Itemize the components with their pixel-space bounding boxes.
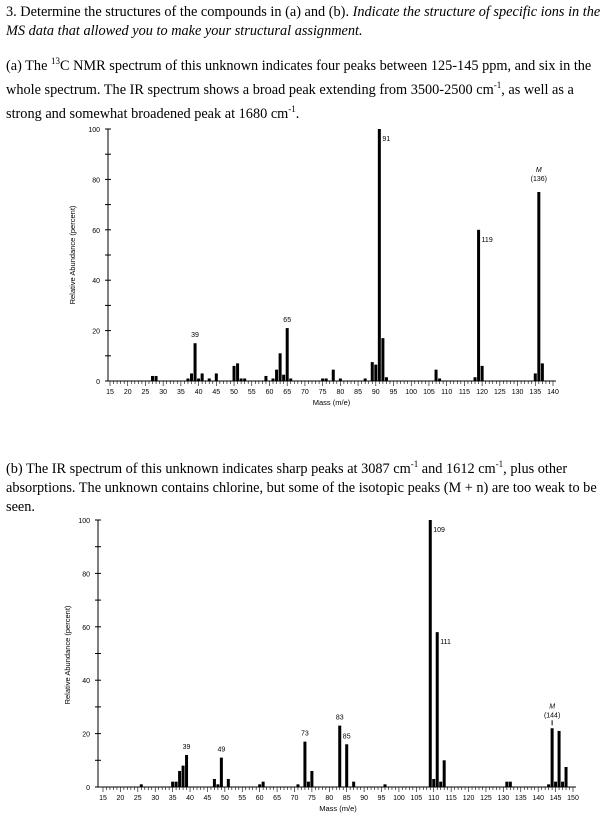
- y-tick-label: 20: [92, 329, 100, 336]
- peak-label: 91: [382, 136, 390, 143]
- question-heading: 3. Determine the structures of the compo…: [6, 3, 606, 41]
- peak-bar-37: [186, 378, 190, 381]
- peak-bar-61: [271, 378, 275, 381]
- part-a-text: (a) The 13C NMR spectrum of this unknown…: [6, 56, 592, 122]
- peak-bar-63: [278, 353, 282, 381]
- peak-bar-75: [321, 378, 325, 381]
- peak-bar-28: [154, 375, 158, 381]
- x-tick-label: 75: [319, 389, 327, 396]
- x-tick-label: 40: [195, 389, 203, 396]
- peak-label: 65: [283, 317, 291, 324]
- x-tick-label: 50: [230, 389, 238, 396]
- x-tick-label: 85: [354, 389, 362, 396]
- x-tick-label: 130: [512, 389, 524, 396]
- peak-bar-39: [193, 343, 197, 381]
- peak-bar-89: [370, 362, 374, 381]
- peak-bar-87: [363, 378, 367, 381]
- x-axis-label: Mass (m/e): [313, 398, 351, 407]
- x-tick-label: 140: [547, 389, 559, 396]
- x-tick-label: 45: [212, 389, 220, 396]
- peak-bar-65: [285, 328, 289, 381]
- peak-bar-59: [264, 375, 268, 381]
- peak-bar-27: [151, 375, 155, 381]
- x-tick-label: 135: [529, 389, 541, 396]
- y-tick-label: 0: [96, 379, 100, 386]
- x-tick-label: 55: [248, 389, 256, 396]
- peak-bar-41: [200, 373, 204, 381]
- peak-bar-78: [331, 369, 335, 381]
- x-tick-label: 65: [283, 389, 291, 396]
- molecular-ion-mass: (136): [531, 176, 547, 183]
- peak-bar-50: [232, 365, 236, 381]
- x-tick-label: 35: [177, 389, 185, 396]
- peak-bar-92: [381, 338, 385, 381]
- y-axis-label: Relative Abundance (percent): [68, 205, 77, 304]
- molecular-ion-label: M: [536, 167, 542, 174]
- part-b-text: (b) The IR spectrum of this unknown indi…: [6, 459, 597, 515]
- x-tick-label: 120: [476, 389, 488, 396]
- peak-bar-80: [338, 378, 342, 381]
- peak-bar-38: [190, 373, 194, 381]
- question-text: 3. Determine the structures of the compo…: [6, 4, 353, 20]
- x-tick-label: 125: [494, 389, 506, 396]
- peak-bar-93: [384, 377, 388, 381]
- peak-bar-40: [197, 378, 201, 381]
- peak-bar-91: [377, 129, 381, 381]
- peak-bar-137: [540, 363, 544, 381]
- peak-bar-120: [480, 365, 484, 381]
- peak-bar-62: [275, 369, 279, 381]
- peak-bar-76: [324, 378, 328, 381]
- question-instruction: Indicate the structure of specific ions …: [6, 4, 601, 39]
- x-tick-label: 105: [423, 389, 435, 396]
- x-tick-label: 30: [159, 389, 167, 396]
- y-tick-label: 40: [92, 278, 100, 285]
- peak-bar-108: [438, 378, 442, 381]
- x-tick-label: 95: [390, 389, 398, 396]
- x-tick-label: 70: [301, 389, 309, 396]
- peak-bar-119: [477, 229, 481, 381]
- y-tick-label: 100: [88, 127, 100, 134]
- peak-bar-66: [289, 378, 293, 381]
- peak-bar-107: [434, 369, 438, 381]
- peak-bar-118: [473, 377, 477, 381]
- peak-bar-53: [243, 378, 247, 381]
- peak-bar-135: [533, 373, 537, 381]
- y-tick-label: 60: [92, 228, 100, 235]
- peak-bar-136: [537, 192, 541, 381]
- x-tick-label: 15: [106, 389, 114, 396]
- peak-bar-52: [239, 378, 243, 381]
- peak-bar-45: [214, 373, 218, 381]
- peak-bar-43: [207, 378, 211, 381]
- x-tick-label: 25: [142, 389, 150, 396]
- peak-label: 39: [191, 332, 199, 339]
- x-tick-label: 60: [266, 389, 274, 396]
- x-tick-label: 90: [372, 389, 380, 396]
- x-tick-label: 80: [336, 389, 344, 396]
- x-tick-label: 20: [124, 389, 132, 396]
- peak-label: 119: [482, 237, 493, 244]
- x-tick-label: 115: [459, 389, 470, 396]
- y-tick-label: 80: [92, 177, 100, 184]
- x-tick-label: 100: [405, 389, 417, 396]
- peak-bar-90: [374, 364, 378, 381]
- peak-bar-51: [236, 363, 240, 381]
- x-tick-label: 110: [441, 389, 452, 396]
- peak-bar-64: [282, 374, 286, 381]
